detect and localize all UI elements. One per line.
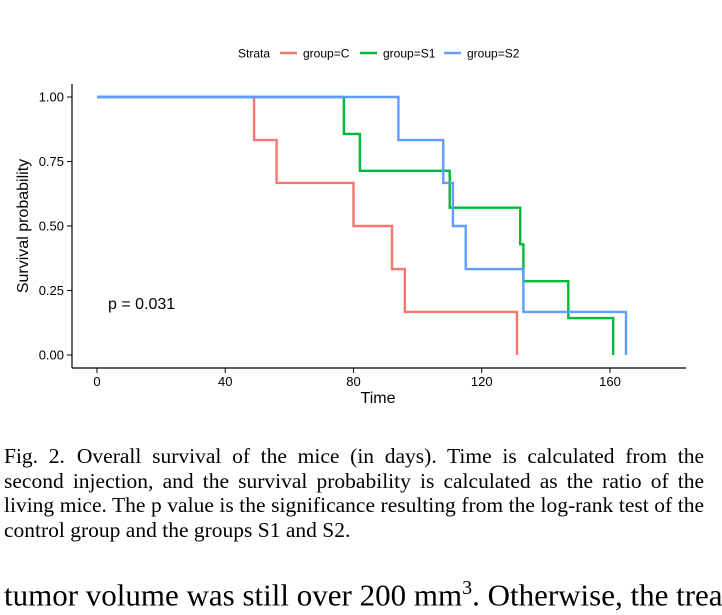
y-tick-label: 0.75 — [39, 154, 64, 169]
series-layer — [97, 95, 628, 355]
x-tick-label: 120 — [471, 374, 493, 389]
p-value-annotation: p = 0.031 — [108, 296, 175, 313]
legend-title: Strata — [238, 47, 270, 61]
body-paragraph: tumor volume was still over 200 mm3. Oth… — [4, 568, 722, 615]
legend-entry-label: group=C — [303, 47, 350, 61]
body-superscript: 3 — [462, 577, 473, 599]
series-line-group-s2 — [97, 95, 628, 355]
x-tick-label: 40 — [218, 374, 232, 389]
figure-caption: Fig. 2. Overall survival of the mice (in … — [4, 444, 704, 542]
y-tick-label: 1.00 — [39, 90, 64, 105]
survival-chart: Strata group=C group=S1 group=S2 0 40 80 120 16… — [15, 47, 686, 407]
body-text-end: . Otherwise, the treat- — [472, 577, 722, 613]
y-tick-label: 0.50 — [39, 219, 64, 234]
x-axis-label: Time — [361, 390, 396, 407]
body-text-start: tumor volume was still over 200 mm — [4, 577, 463, 613]
y-tick-label: 0.00 — [39, 348, 64, 363]
y-tick-label: 0.25 — [39, 283, 64, 298]
caption-text: Overall survival of the mice (in days). … — [4, 444, 705, 542]
x-tick-label: 80 — [346, 374, 360, 389]
legend-entry-label: group=S1 — [383, 47, 436, 61]
axes-layer: 0 40 80 120 160 0.00 0.25 0.50 0.75 1.00 — [39, 84, 686, 389]
legend-entry-label: group=S2 — [467, 47, 520, 61]
legend: Strata group=C group=S1 group=S2 — [238, 47, 520, 61]
series-line-group-s1 — [97, 95, 615, 355]
y-axis-label: Survival probability — [15, 159, 32, 293]
figure-label: Fig. 2. — [4, 444, 65, 468]
x-tick-label: 160 — [599, 374, 621, 389]
x-tick-label: 0 — [93, 374, 100, 389]
series-line-group-c — [97, 95, 519, 355]
